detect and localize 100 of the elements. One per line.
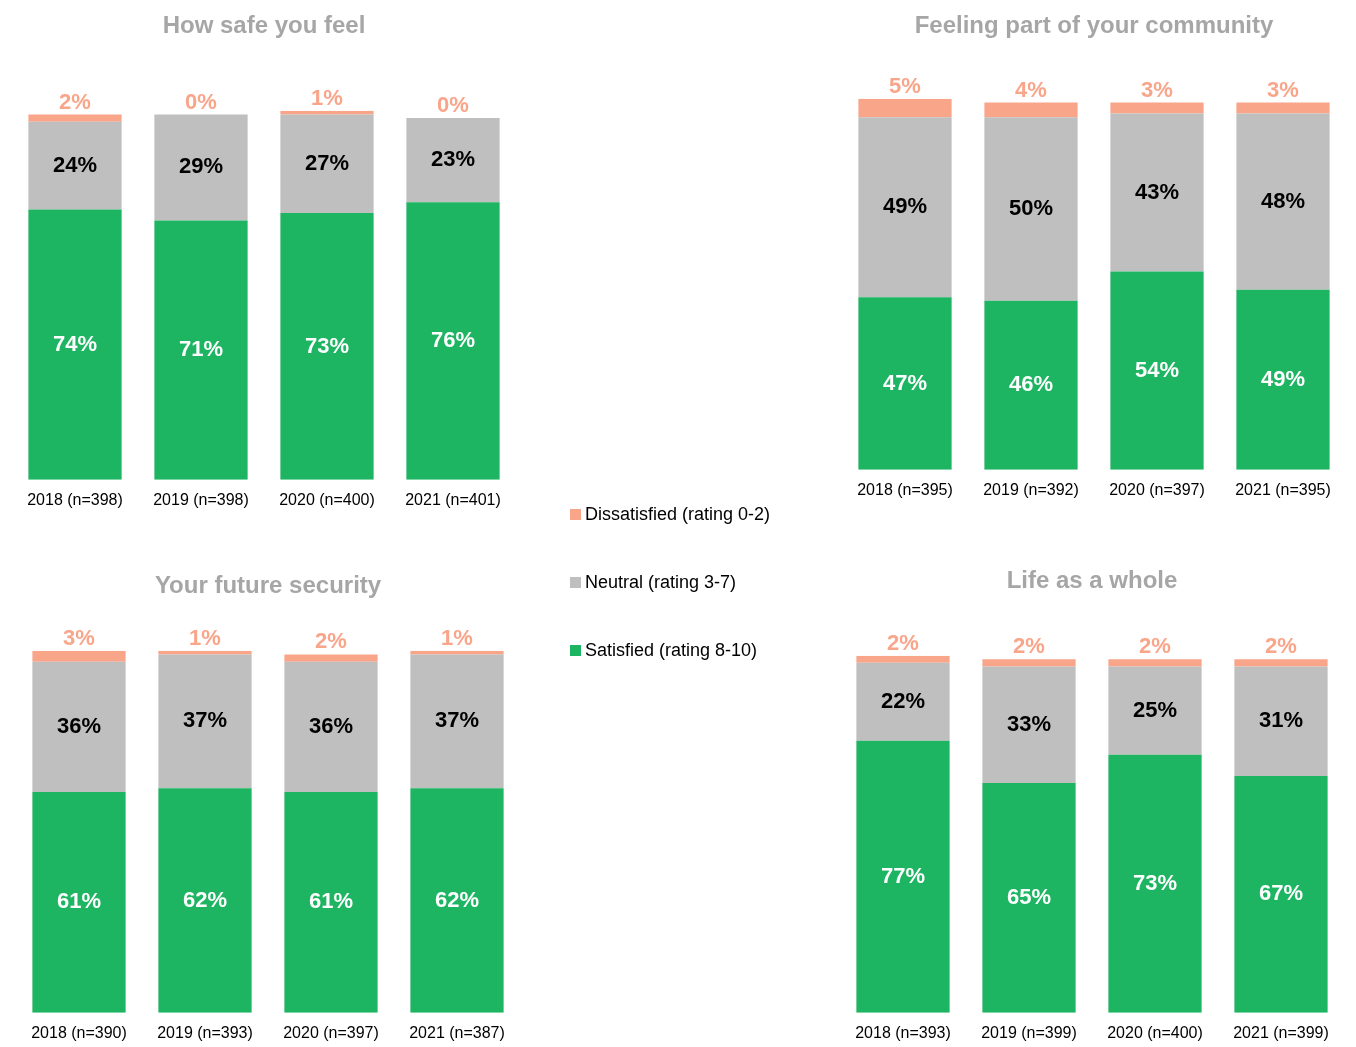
data-label: 0% — [185, 88, 217, 114]
data-label: 48% — [1260, 187, 1306, 213]
data-label: 71% — [178, 336, 224, 362]
data-label: 74% — [52, 330, 98, 356]
bar — [1236, 113, 1330, 290]
bar — [28, 114, 122, 122]
data-label: 24% — [52, 151, 98, 177]
bar — [1108, 754, 1202, 1013]
data-label: 50% — [1008, 195, 1054, 221]
x-tick-label: 2018 (n=395) — [857, 480, 953, 498]
data-label: 49% — [882, 193, 928, 219]
bar — [284, 791, 378, 1013]
data-label: 27% — [304, 149, 350, 175]
data-label: 76% — [430, 327, 476, 353]
data-label: 37% — [434, 707, 480, 733]
bar — [154, 220, 248, 480]
x-tick-label: 2021 (n=401) — [405, 490, 501, 508]
data-label: 49% — [1260, 365, 1306, 391]
data-label: 3% — [1141, 76, 1173, 102]
bar — [856, 662, 950, 741]
chart-title: How safe you feel — [162, 11, 366, 39]
data-label: 43% — [1134, 178, 1180, 204]
bar — [984, 117, 1078, 301]
data-label: 0% — [437, 92, 469, 118]
bar — [280, 114, 374, 214]
bar — [1108, 666, 1202, 755]
bar — [984, 300, 1078, 470]
bar — [856, 655, 950, 663]
data-label: 5% — [889, 72, 921, 98]
legend-label: Satisfied (rating 8-10) — [585, 639, 758, 661]
bar — [1234, 659, 1328, 667]
x-tick-label: 2021 (n=395) — [1235, 480, 1331, 498]
bar — [406, 118, 500, 203]
data-label: 31% — [1258, 707, 1304, 733]
data-label: 54% — [1134, 356, 1180, 382]
data-label: 65% — [1006, 883, 1052, 909]
x-tick-label: 2020 (n=400) — [279, 490, 375, 508]
data-label: 73% — [304, 332, 350, 358]
data-label: 36% — [308, 712, 354, 738]
data-label: 1% — [311, 84, 343, 110]
bar — [284, 654, 378, 662]
data-label: 3% — [63, 624, 95, 650]
data-label: 67% — [1258, 880, 1304, 906]
bar — [1110, 113, 1204, 272]
bar — [1234, 666, 1328, 776]
bar — [410, 788, 504, 1013]
data-label: 62% — [434, 886, 480, 912]
data-label: 1% — [441, 624, 473, 650]
bar — [32, 661, 126, 792]
data-label: 36% — [56, 712, 102, 738]
data-label: 61% — [56, 888, 102, 914]
bar — [858, 297, 952, 470]
data-label: 2% — [1265, 633, 1297, 659]
bar — [158, 788, 252, 1013]
x-tick-label: 2021 (n=399) — [1233, 1023, 1329, 1041]
bar — [858, 98, 952, 118]
bar — [284, 661, 378, 792]
bar — [982, 659, 1076, 667]
bar — [32, 791, 126, 1013]
bar — [28, 121, 122, 210]
data-label: 46% — [1008, 371, 1054, 397]
x-tick-label: 2020 (n=397) — [283, 1023, 379, 1041]
x-tick-label: 2019 (n=392) — [983, 480, 1079, 498]
x-tick-label: 2019 (n=393) — [157, 1023, 253, 1041]
chart-title: Life as a whole — [1006, 566, 1178, 594]
data-label: 47% — [882, 369, 928, 395]
data-label: 77% — [880, 862, 926, 888]
x-tick-label: 2018 (n=398) — [27, 490, 123, 508]
x-tick-label: 2019 (n=399) — [981, 1023, 1077, 1041]
bar — [280, 213, 374, 480]
x-tick-label: 2018 (n=393) — [855, 1023, 951, 1041]
x-tick-label: 2020 (n=400) — [1107, 1023, 1203, 1041]
bar — [982, 666, 1076, 784]
data-label: 33% — [1006, 710, 1052, 736]
data-label: 4% — [1015, 76, 1047, 102]
bar — [406, 202, 500, 480]
data-label: 61% — [308, 888, 354, 914]
data-label: 3% — [1267, 76, 1299, 102]
data-label: 62% — [182, 886, 228, 912]
data-label: 2% — [315, 628, 347, 654]
bar — [982, 783, 1076, 1013]
x-tick-label: 2018 (n=390) — [31, 1023, 127, 1041]
bar — [154, 114, 248, 221]
data-label: 25% — [1132, 696, 1178, 722]
data-label: 73% — [1132, 869, 1178, 895]
bar — [158, 654, 252, 789]
chart-title: Feeling part of your community — [914, 11, 1274, 39]
data-label: 22% — [880, 687, 926, 713]
legend-label: Neutral (rating 3-7) — [585, 571, 737, 593]
data-label: 2% — [59, 88, 91, 114]
bar — [858, 117, 952, 298]
data-label: 2% — [1139, 633, 1171, 659]
data-label: 1% — [189, 624, 221, 650]
data-label: 37% — [182, 707, 228, 733]
data-label: 29% — [178, 153, 224, 179]
x-tick-label: 2019 (n=398) — [153, 490, 249, 508]
bar — [1108, 659, 1202, 667]
bar — [410, 654, 504, 789]
data-label: 23% — [430, 146, 476, 172]
data-label: 2% — [887, 629, 919, 655]
